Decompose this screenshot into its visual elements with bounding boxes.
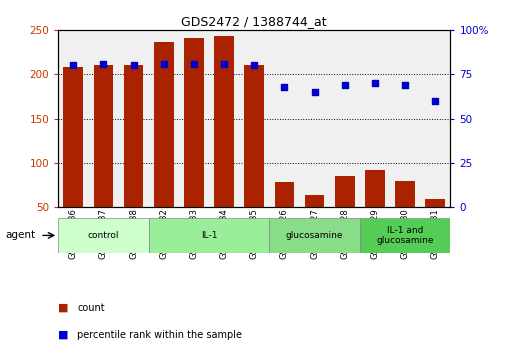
Point bbox=[340, 82, 348, 88]
Point bbox=[370, 80, 378, 86]
Point bbox=[160, 61, 168, 67]
Bar bbox=[124, 65, 143, 207]
Point bbox=[280, 84, 288, 90]
Point bbox=[430, 98, 438, 104]
Point bbox=[129, 63, 137, 68]
Bar bbox=[274, 182, 293, 207]
Bar bbox=[269, 218, 359, 253]
Title: GDS2472 / 1388744_at: GDS2472 / 1388744_at bbox=[181, 15, 326, 28]
Bar bbox=[58, 218, 148, 253]
Point bbox=[99, 61, 107, 67]
Bar bbox=[93, 65, 113, 207]
Bar bbox=[359, 218, 449, 253]
Bar bbox=[334, 176, 354, 207]
Bar bbox=[304, 195, 324, 207]
Text: ■: ■ bbox=[58, 330, 69, 339]
Bar bbox=[184, 38, 204, 207]
Text: agent: agent bbox=[5, 230, 35, 240]
Point bbox=[189, 61, 197, 67]
Text: IL-1: IL-1 bbox=[200, 231, 217, 240]
Bar bbox=[148, 218, 269, 253]
Point bbox=[220, 61, 228, 67]
Point bbox=[250, 63, 258, 68]
Point bbox=[69, 63, 77, 68]
Text: count: count bbox=[77, 303, 105, 313]
Point bbox=[310, 89, 318, 95]
Text: ■: ■ bbox=[58, 303, 69, 313]
Text: IL-1 and
glucosamine: IL-1 and glucosamine bbox=[376, 226, 433, 245]
Point bbox=[400, 82, 409, 88]
Text: percentile rank within the sample: percentile rank within the sample bbox=[77, 330, 242, 339]
Bar bbox=[214, 36, 233, 207]
Text: control: control bbox=[87, 231, 119, 240]
Bar bbox=[244, 65, 264, 207]
Bar bbox=[365, 170, 384, 207]
Bar bbox=[394, 181, 414, 207]
Text: glucosamine: glucosamine bbox=[285, 231, 343, 240]
Bar bbox=[425, 199, 444, 207]
Bar bbox=[154, 41, 173, 207]
Bar bbox=[63, 67, 83, 207]
